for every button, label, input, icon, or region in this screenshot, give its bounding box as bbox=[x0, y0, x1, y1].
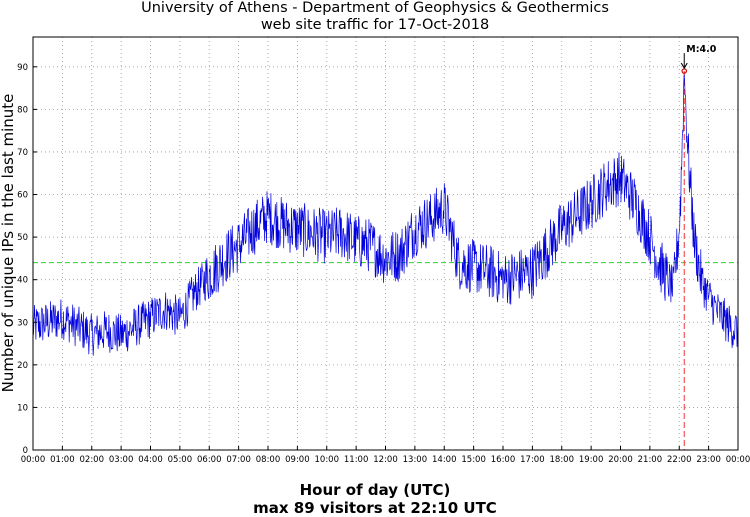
x-tick-label: 00:00 bbox=[21, 455, 46, 465]
x-tick-label: 07:00 bbox=[226, 455, 251, 465]
x-tick-label: 01:00 bbox=[50, 455, 75, 465]
y-tick-label: 50 bbox=[17, 233, 28, 243]
traffic-series-line bbox=[32, 74, 739, 356]
plot-frame bbox=[32, 36, 739, 451]
x-tick-label: 21:00 bbox=[638, 455, 663, 465]
x-tick-label: 03:00 bbox=[109, 455, 134, 465]
chart-subtitle: web site traffic for 17-Oct-2018 bbox=[260, 17, 490, 33]
x-tick-label: 09:00 bbox=[285, 455, 310, 465]
peak-arrow-head bbox=[680, 62, 688, 70]
x-tick-label: 11:00 bbox=[344, 455, 369, 465]
axes: 00:00 01:00 02:00 03:00 04:00 05:00 06:00 07:00… bbox=[17, 36, 750, 465]
x-tick-label: 12:00 bbox=[373, 455, 398, 465]
max-visitors-caption: max 89 visitors at 22:10 UTC bbox=[253, 499, 497, 517]
x-tick-label: 19:00 bbox=[579, 455, 604, 465]
y-tick-label: 10 bbox=[17, 403, 28, 413]
y-tick-label: 30 bbox=[17, 318, 28, 328]
y-tick-label: 20 bbox=[17, 361, 28, 371]
x-tick-label: 06:00 bbox=[197, 455, 222, 465]
y-tick-label: 70 bbox=[17, 148, 28, 158]
y-tick-label: 80 bbox=[17, 105, 28, 115]
series-layer: M:4.0 bbox=[32, 44, 739, 356]
x-tick-label: 10:00 bbox=[315, 455, 340, 465]
x-tick-label: 08:00 bbox=[256, 455, 281, 465]
y-tick-label: 90 bbox=[17, 63, 28, 73]
x-tick-label: 18:00 bbox=[550, 455, 575, 465]
x-tick-label: 16:00 bbox=[491, 455, 516, 465]
chart-title: University of Athens - Department of Geo… bbox=[141, 0, 609, 16]
x-tick-label: 04:00 bbox=[138, 455, 163, 465]
x-tick-label: 23:00 bbox=[696, 455, 721, 465]
y-tick-label: 0 bbox=[23, 446, 28, 456]
y-axis-label: Number of unique IPs in the last minute bbox=[0, 93, 17, 393]
peak-marker-label: M:4.0 bbox=[686, 44, 716, 55]
x-tick-label: 02:00 bbox=[80, 455, 105, 465]
y-tick-label: 60 bbox=[17, 191, 28, 201]
grid-lines bbox=[33, 37, 738, 450]
y-tick-label: 40 bbox=[17, 276, 28, 286]
x-axis-label: Hour of day (UTC) bbox=[299, 481, 451, 499]
x-tick-label: 05:00 bbox=[168, 455, 193, 465]
x-tick-label: 14:00 bbox=[432, 455, 457, 465]
x-tick-label: 15:00 bbox=[461, 455, 486, 465]
x-tick-label: 20:00 bbox=[608, 455, 633, 465]
x-tick-label: 22:00 bbox=[667, 455, 692, 465]
x-tick-label: 17:00 bbox=[520, 455, 545, 465]
x-tick-label: 00:00 bbox=[726, 455, 750, 465]
x-tick-label: 13:00 bbox=[403, 455, 428, 465]
